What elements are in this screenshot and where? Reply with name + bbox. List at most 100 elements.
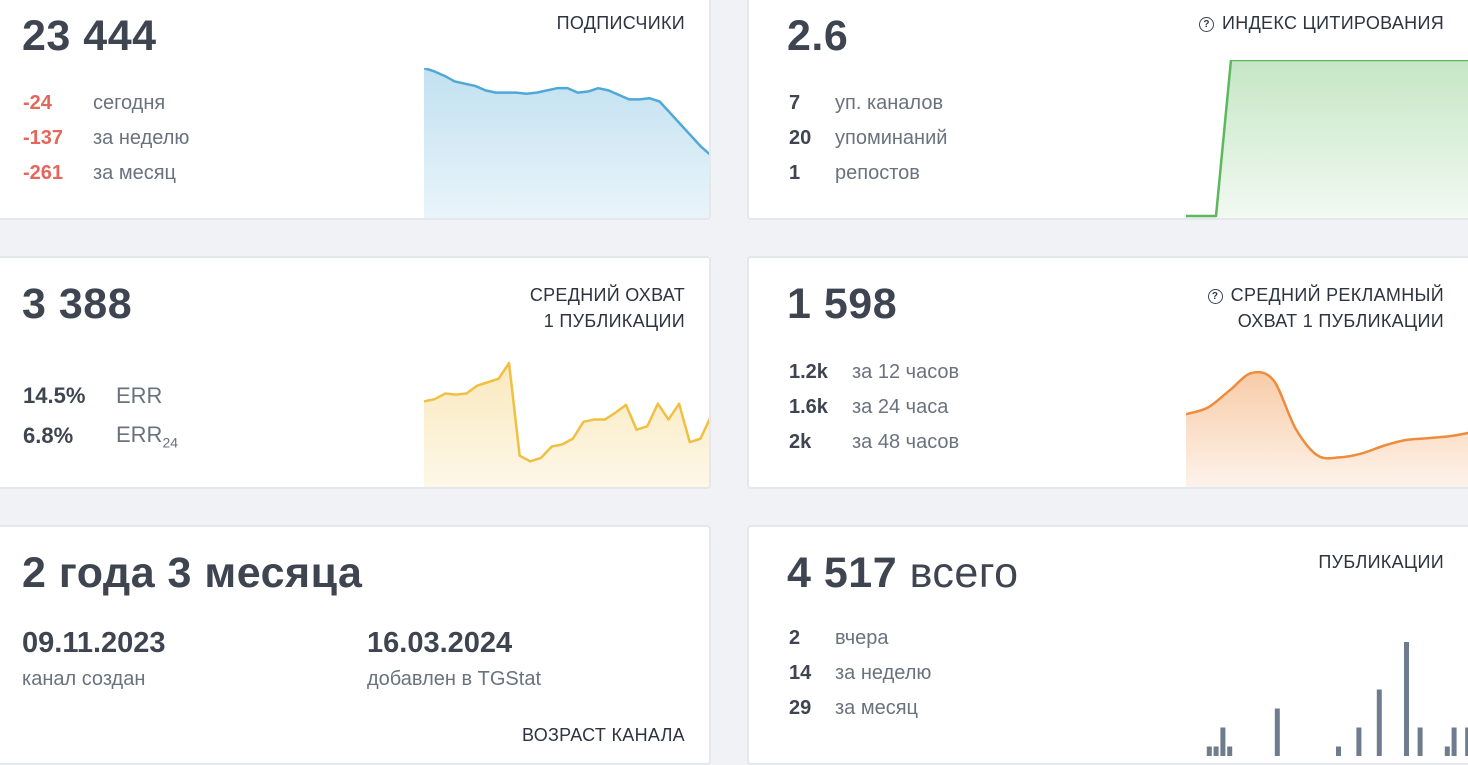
stat-label: ERR24 (116, 422, 178, 450)
chart-bar (1356, 727, 1362, 756)
chart-series-line (1186, 370, 1468, 460)
stat-row-channels: 7 уп. каналов (789, 86, 947, 121)
citation-stats: 7 уп. каналов 20 упоминаний 1 репостов (789, 86, 947, 191)
ad-reach-stats: 1.2k за 12 часов 1.6k за 24 часа 2k за 4… (789, 355, 959, 460)
chart-area-fill (424, 68, 709, 218)
subscribers-count: 23 444 (22, 12, 157, 60)
stat-label-sub: 24 (162, 434, 179, 451)
stat-label: за 12 часов (852, 361, 960, 383)
stat-label: за 48 часов (852, 431, 960, 453)
chart-bar (1451, 727, 1457, 756)
stat-row-month: 29 за месяц (789, 691, 931, 726)
stat-label: ERR (116, 383, 163, 408)
stat-label: за 24 часа (852, 396, 949, 418)
citation-chart[interactable] (1186, 60, 1468, 220)
stat-value: 1 (789, 162, 801, 184)
added-date-block: 16.03.2024 добавлен в TGStat (367, 627, 541, 691)
avg-reach-title-line1: СРЕДНИЙ ОХВАТ (529, 285, 685, 305)
channel-age-card[interactable]: 2 года 3 месяца 09.11.2023 канал создан … (0, 525, 711, 765)
subscribers-card[interactable]: 23 444 ПОДПИСЧИКИ -24 сегодня -137 за не… (0, 0, 711, 220)
stat-label: уп. каналов (835, 92, 944, 114)
stat-row-today: -24 сегодня (23, 86, 189, 121)
publications-total: 4 517 всего (787, 549, 1019, 598)
chart-series-line (424, 361, 709, 463)
chart-bar (1206, 746, 1212, 756)
chart-area-fill (1186, 372, 1468, 487)
chart-bar (1336, 746, 1341, 756)
publications-count: 4 517 (787, 549, 898, 597)
chart-bar (1213, 746, 1219, 756)
stat-value: 2k (789, 431, 812, 453)
stat-label: за месяц (93, 162, 177, 184)
citation-title: ? ИНДЕКС ЦИТИРОВАНИЯ (1199, 10, 1444, 36)
subscribers-stats: -24 сегодня -137 за неделю -261 за месяц (23, 86, 189, 191)
stat-label: сегодня (93, 92, 166, 114)
stat-label: репостов (835, 162, 920, 184)
stat-row-err24: 6.8% ERR24 (23, 416, 178, 456)
avg-reach-chart[interactable] (424, 348, 711, 489)
stat-value: 1.2k (789, 361, 828, 383)
citation-card[interactable]: 2.6 ? ИНДЕКС ЦИТИРОВАНИЯ 7 уп. каналов 20… (747, 0, 1468, 220)
created-date-block: 09.11.2023 канал создан (22, 627, 166, 691)
stat-value: 14 (789, 662, 812, 684)
subscribers-chart[interactable] (424, 68, 711, 220)
created-label: канал создан (22, 668, 146, 690)
publications-card[interactable]: 4 517 всего ПУБЛИКАЦИИ 2 вчера 14 за нед… (747, 525, 1468, 765)
avg-reach-value: 3 388 (22, 280, 133, 328)
stat-value: 14.5% (23, 383, 86, 408)
stat-label: за неделю (835, 662, 932, 684)
ad-reach-title-line1: ? СРЕДНИЙ РЕКЛАМНЫЙ (1207, 282, 1444, 308)
stat-value: 1.6k (789, 396, 828, 418)
chart-bar (1404, 642, 1409, 756)
chart-bar (1376, 689, 1382, 756)
chart-bar (1220, 727, 1226, 756)
chart-area-fill (424, 363, 709, 487)
citation-index-value: 2.6 (787, 12, 849, 60)
stat-label: упоминаний (835, 127, 948, 149)
stat-row-week: 14 за неделю (789, 656, 931, 691)
chart-series-line (424, 68, 709, 156)
added-date: 16.03.2024 (367, 627, 513, 659)
stat-value: 20 (789, 127, 812, 149)
channel-age-title: ВОЗРАСТ КАНАЛА (521, 725, 685, 745)
stat-value: -24 (23, 92, 52, 114)
stat-label: за месяц (835, 697, 919, 719)
chart-bar (1444, 746, 1450, 756)
avg-reach-title: СРЕДНИЙ ОХВАТ 1 ПУБЛИКАЦИИ (530, 282, 685, 334)
chart-bar (1417, 727, 1423, 756)
stat-row-mentions: 20 упоминаний (789, 121, 947, 156)
stat-row-48h: 2k за 48 часов (789, 425, 959, 460)
chart-bar (1274, 708, 1280, 756)
stat-row-month: -261 за месяц (23, 156, 189, 191)
ad-reach-card[interactable]: 1 598 ? СРЕДНИЙ РЕКЛАМНЫЙ ОХВАТ 1 ПУБЛИКА… (747, 256, 1468, 489)
publications-stats: 2 вчера 14 за неделю 29 за месяц (789, 621, 931, 726)
channel-age-value: 2 года 3 месяца (22, 549, 363, 597)
stat-value: 7 (789, 92, 801, 114)
ad-reach-chart[interactable] (1186, 363, 1468, 489)
stat-row-24h: 1.6k за 24 часа (789, 390, 959, 425)
stat-value: 2 (789, 627, 801, 649)
stat-label: за неделю (93, 127, 190, 149)
added-label: добавлен в TGStat (367, 668, 542, 690)
publications-title: ПУБЛИКАЦИИ (1318, 552, 1444, 572)
stat-value: -137 (23, 127, 64, 149)
stat-label-text: ERR (116, 421, 163, 447)
stat-value: -261 (23, 162, 64, 184)
stat-value: 6.8% (23, 423, 74, 448)
help-icon[interactable]: ? (1207, 289, 1223, 304)
subscribers-title: ПОДПИСЧИКИ (556, 13, 685, 33)
help-icon[interactable]: ? (1199, 17, 1215, 32)
publications-suffix: всего (909, 549, 1019, 597)
chart-bar (1227, 746, 1233, 756)
ad-reach-value: 1 598 (787, 280, 898, 328)
stat-row-12h: 1.2k за 12 часов (789, 355, 959, 390)
chart-area-fill (1186, 60, 1468, 218)
publications-chart[interactable] (1199, 632, 1468, 756)
stat-row-err: 14.5% ERR (23, 376, 178, 416)
stat-row-yesterday: 2 вчера (789, 621, 931, 656)
err-stats: 14.5% ERR 6.8% ERR24 (23, 376, 178, 456)
ad-reach-title-text: СРЕДНИЙ РЕКЛАМНЫЙ (1230, 285, 1444, 305)
avg-reach-card[interactable]: 3 388 СРЕДНИЙ ОХВАТ 1 ПУБЛИКАЦИИ 14.5% E… (0, 256, 711, 489)
stat-row-reposts: 1 репостов (789, 156, 947, 191)
chart-bar (1465, 727, 1468, 756)
